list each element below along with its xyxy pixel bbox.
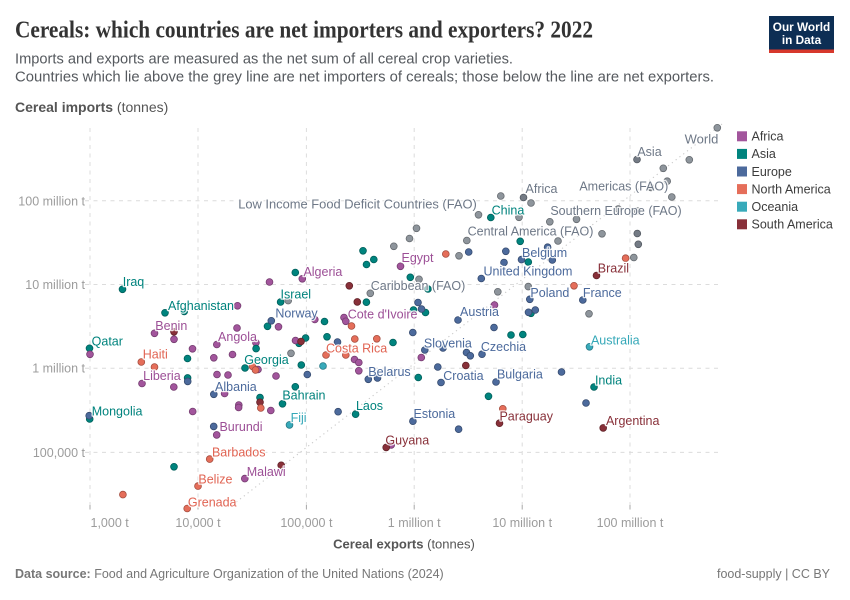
- svg-text:Oceania: Oceania: [752, 200, 799, 214]
- svg-text:World: World: [685, 132, 719, 147]
- svg-text:Africa: Africa: [526, 182, 558, 196]
- svg-text:Israel: Israel: [281, 288, 312, 302]
- svg-text:Countries which lie above the: Countries which lie above the grey line …: [15, 70, 714, 86]
- svg-text:Angola: Angola: [218, 330, 257, 344]
- svg-text:Mongolia: Mongolia: [92, 404, 143, 418]
- svg-text:Slovenia: Slovenia: [424, 336, 472, 350]
- svg-text:Bahrain: Bahrain: [282, 388, 325, 402]
- svg-text:Georgia: Georgia: [244, 353, 289, 367]
- svg-text:Albania: Albania: [215, 380, 257, 394]
- svg-text:Cereal exports (tonnes): Cereal exports (tonnes): [333, 537, 475, 552]
- svg-text:10 million t: 10 million t: [492, 516, 552, 530]
- svg-text:1 million t: 1 million t: [388, 516, 441, 530]
- svg-text:Argentina: Argentina: [606, 414, 660, 428]
- svg-text:India: India: [595, 373, 622, 387]
- svg-text:Grenada: Grenada: [188, 495, 237, 509]
- svg-text:Norway: Norway: [275, 307, 318, 321]
- svg-text:Costa Rica: Costa Rica: [326, 341, 387, 355]
- svg-text:Asia: Asia: [752, 147, 776, 161]
- svg-text:Data source: Food and Agricult: Data source: Food and Agriculture Organi…: [15, 567, 444, 581]
- svg-text:in Data: in Data: [782, 33, 822, 47]
- svg-text:Iraq: Iraq: [123, 275, 145, 289]
- svg-text:Benin: Benin: [155, 319, 187, 333]
- svg-text:100 million t: 100 million t: [597, 516, 664, 530]
- svg-text:Poland: Poland: [530, 286, 569, 300]
- svg-text:North America: North America: [752, 182, 831, 196]
- svg-text:Bulgaria: Bulgaria: [497, 368, 543, 382]
- svg-text:Cote d'Ivoire: Cote d'Ivoire: [348, 307, 418, 321]
- svg-text:Guyana: Guyana: [385, 434, 429, 448]
- svg-text:Africa: Africa: [752, 130, 784, 144]
- svg-text:10,000 t: 10,000 t: [175, 516, 221, 530]
- svg-text:Burundi: Burundi: [219, 420, 262, 434]
- svg-text:Belarus: Belarus: [368, 365, 410, 379]
- svg-text:South America: South America: [752, 218, 833, 232]
- svg-text:Europe: Europe: [752, 165, 792, 179]
- svg-text:China: China: [492, 204, 525, 218]
- svg-text:Caribbean (FAO): Caribbean (FAO): [371, 279, 465, 293]
- svg-text:100 million t: 100 million t: [18, 194, 85, 208]
- svg-text:Australia: Australia: [591, 333, 640, 347]
- svg-text:food-supply | CC BY: food-supply | CC BY: [717, 567, 831, 581]
- svg-text:Austria: Austria: [460, 305, 499, 319]
- svg-text:Belize: Belize: [198, 472, 232, 486]
- svg-text:Fiji: Fiji: [291, 411, 307, 425]
- svg-text:100,000 t: 100,000 t: [280, 516, 333, 530]
- svg-text:1,000 t: 1,000 t: [91, 516, 130, 530]
- svg-text:Barbados: Barbados: [212, 446, 266, 460]
- svg-text:Americas (FAO): Americas (FAO): [579, 180, 668, 194]
- svg-text:1 million t: 1 million t: [32, 362, 85, 376]
- svg-text:Malawi: Malawi: [247, 465, 286, 479]
- svg-text:Asia: Asia: [637, 145, 661, 159]
- svg-text:Our World: Our World: [773, 20, 830, 34]
- svg-text:Afghanistan: Afghanistan: [168, 299, 234, 313]
- svg-text:France: France: [583, 286, 622, 300]
- svg-text:Laos: Laos: [356, 399, 383, 413]
- svg-text:Egypt: Egypt: [402, 251, 434, 265]
- svg-text:Qatar: Qatar: [92, 335, 123, 349]
- svg-text:Croatia: Croatia: [443, 369, 483, 383]
- svg-text:10 million t: 10 million t: [25, 278, 85, 292]
- svg-text:Liberia: Liberia: [143, 369, 181, 383]
- svg-text:100,000 t: 100,000 t: [33, 446, 86, 460]
- svg-text:Cereal imports (tonnes): Cereal imports (tonnes): [15, 99, 168, 115]
- svg-text:Haiti: Haiti: [143, 348, 168, 362]
- svg-text:Cereals: which countries are n: Cereals: which countries are net importe…: [15, 17, 593, 44]
- svg-text:Southern Europe (FAO): Southern Europe (FAO): [550, 204, 681, 218]
- svg-text:United Kingdom: United Kingdom: [484, 265, 573, 279]
- svg-text:Algeria: Algeria: [303, 265, 342, 279]
- svg-text:Low Income Food Deficit Countr: Low Income Food Deficit Countries (FAO): [238, 197, 477, 212]
- svg-text:Estonia: Estonia: [414, 407, 456, 421]
- svg-text:Paraguay: Paraguay: [499, 409, 553, 423]
- svg-text:Czechia: Czechia: [481, 340, 526, 354]
- svg-text:Imports and exports are measur: Imports and exports are measured as the …: [15, 52, 513, 68]
- svg-text:Belgium: Belgium: [522, 246, 567, 260]
- svg-text:Brazil: Brazil: [598, 262, 629, 276]
- svg-text:Central America (FAO): Central America (FAO): [468, 225, 594, 239]
